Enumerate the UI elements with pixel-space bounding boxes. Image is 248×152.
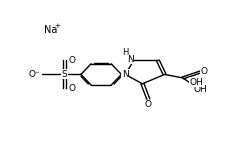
Text: OH: OH [189, 78, 203, 86]
Text: O: O [201, 67, 208, 76]
Text: O: O [68, 84, 75, 93]
Text: S: S [62, 70, 67, 79]
Text: O⁻: O⁻ [28, 70, 40, 79]
Text: N: N [122, 70, 128, 79]
Text: Na: Na [44, 25, 57, 35]
Text: O: O [68, 56, 75, 65]
Text: N: N [127, 55, 134, 64]
Text: H: H [122, 48, 128, 57]
Text: OH: OH [193, 85, 207, 94]
Text: +: + [55, 23, 61, 29]
Text: O: O [145, 100, 152, 109]
